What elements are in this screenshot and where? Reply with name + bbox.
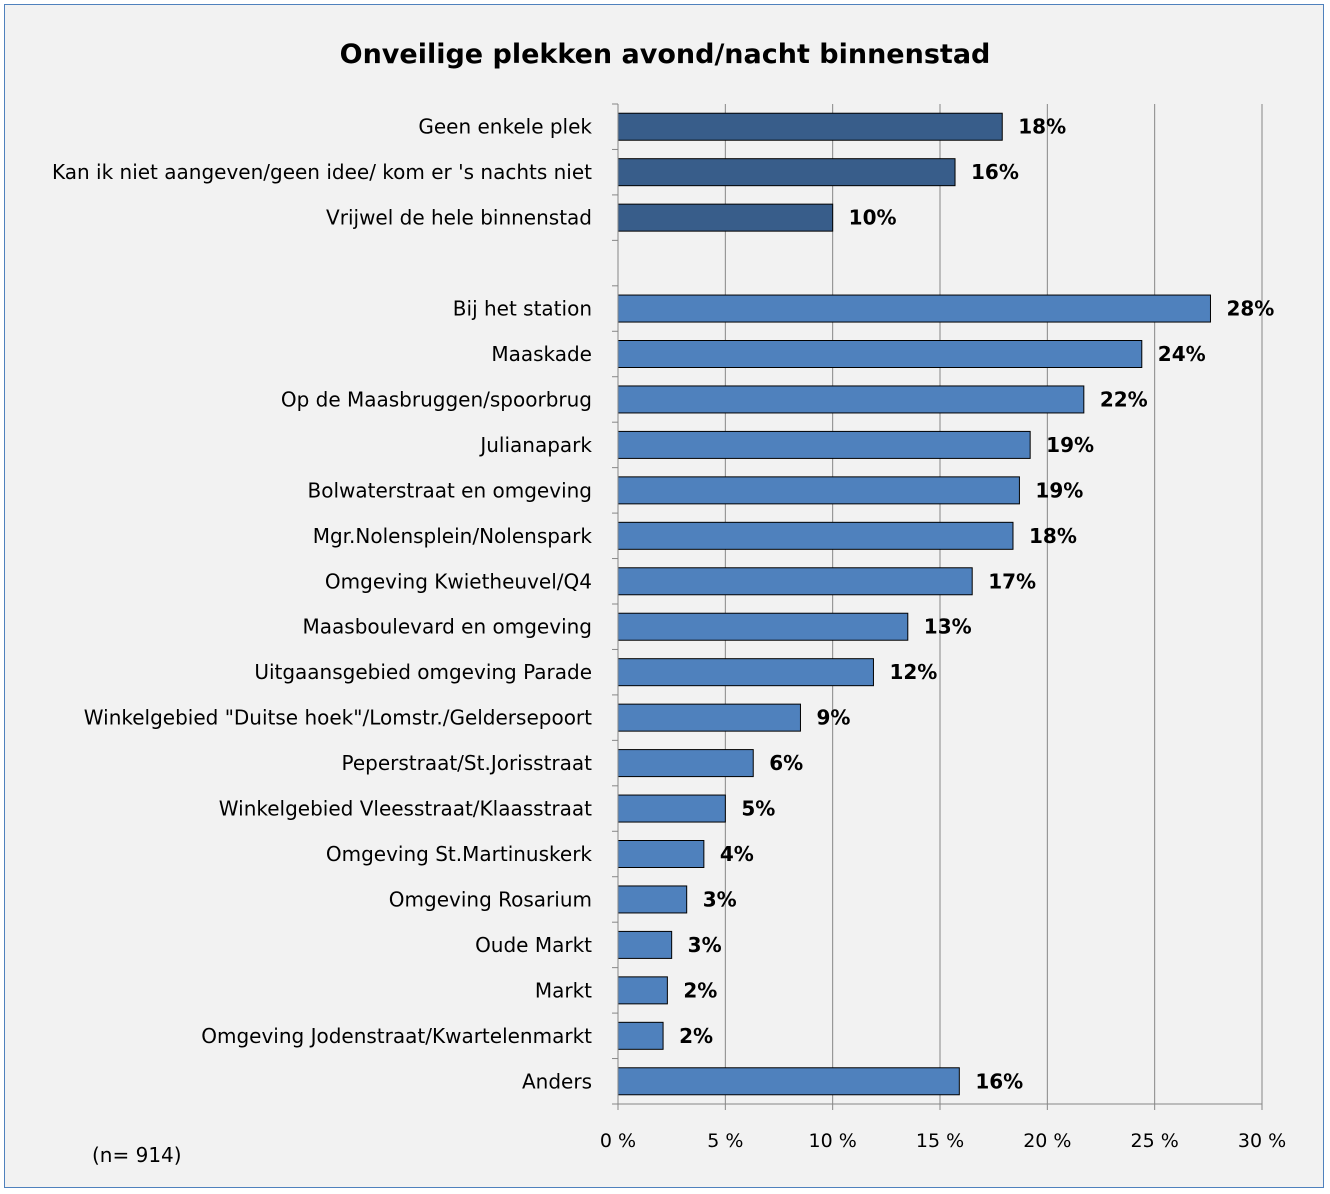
sample-size-note: (n= 914)	[92, 1143, 182, 1167]
x-tick-label: 5 %	[707, 1130, 743, 1152]
bar	[617, 385, 1085, 414]
bar	[617, 430, 1031, 459]
data-label: 3%	[703, 887, 737, 911]
data-label: 6%	[769, 751, 803, 775]
bar	[617, 612, 909, 641]
category-label: Uitgaansgebied omgeving Parade	[254, 660, 592, 684]
chart-title: Onveilige plekken avond/nacht binnenstad	[340, 39, 991, 70]
data-label: 18%	[1029, 524, 1077, 548]
category-label: Maasboulevard en omgeving	[303, 615, 593, 639]
category-label: Vrijwel de hele binnenstad	[326, 206, 592, 230]
category-label: Oude Markt	[475, 933, 592, 957]
bar	[617, 749, 754, 778]
category-label: Winkelgebied Vleesstraat/Klaasstraat	[219, 797, 592, 821]
bar	[617, 703, 801, 732]
bar	[617, 885, 688, 914]
data-label: 9%	[816, 706, 850, 730]
data-label: 3%	[688, 933, 722, 957]
x-tick-label: 0 %	[600, 1130, 636, 1152]
bar	[617, 567, 973, 596]
category-label: Op de Maasbruggen/spoorbrug	[281, 387, 592, 411]
category-label: Peperstraat/St.Jorisstraat	[341, 751, 592, 775]
x-tick-label: 15 %	[916, 1130, 964, 1152]
category-label: Omgeving Rosarium	[389, 887, 592, 911]
data-label: 2%	[683, 978, 717, 1002]
bar	[617, 794, 726, 823]
bar	[617, 658, 874, 687]
data-label: 2%	[679, 1024, 713, 1048]
grid-layer	[724, 104, 1263, 1104]
data-label: 28%	[1226, 297, 1274, 321]
bar	[617, 1067, 960, 1096]
category-label: Geen enkele plek	[418, 115, 592, 139]
bar	[617, 476, 1020, 505]
category-label: Bij het station	[453, 297, 592, 321]
data-label: 5%	[741, 797, 775, 821]
bar	[617, 340, 1143, 368]
x-tick-label: 25 %	[1131, 1130, 1179, 1152]
bar	[617, 930, 673, 959]
category-label: Omgeving Kwietheuvel/Q4	[325, 569, 592, 593]
data-label: 18%	[1018, 115, 1066, 139]
data-label: 16%	[975, 1069, 1023, 1093]
bars-layer: 18%16%10%28%24%22%19%19%18%17%13%12%9%6%…	[617, 112, 1274, 1096]
data-label: 19%	[1035, 478, 1083, 502]
bar	[617, 203, 834, 232]
bar	[617, 112, 1003, 141]
bar	[617, 294, 1211, 323]
x-tick-label: 30 %	[1238, 1130, 1286, 1152]
bar	[617, 1021, 664, 1050]
data-label: 12%	[889, 660, 937, 684]
data-label: 4%	[720, 842, 754, 866]
bar	[617, 976, 668, 1005]
category-label: Mgr.Nolensplein/Nolenspark	[313, 524, 593, 548]
data-label: 10%	[849, 206, 897, 230]
data-label: 19%	[1046, 433, 1094, 457]
category-label: Kan ik niet aangeven/geen idee/ kom er '…	[52, 160, 592, 184]
category-label: Maaskade	[491, 342, 592, 366]
category-label: Winkelgebied "Duitse hoek"/Lomstr./Gelde…	[84, 706, 592, 730]
x-tick-label: 20 %	[1023, 1130, 1071, 1152]
category-label: Omgeving St.Martinuskerk	[326, 842, 593, 866]
bar	[617, 521, 1014, 550]
data-label: 22%	[1100, 387, 1148, 411]
data-label: 24%	[1158, 342, 1206, 366]
category-label: Julianapark	[478, 433, 592, 457]
category-label: Anders	[522, 1069, 592, 1093]
data-label: 13%	[924, 615, 972, 639]
category-label: Bolwaterstraat en omgeving	[307, 478, 592, 502]
axis-layer: 0 % 5 % 10 % 15 % 20 % 25 % 30 % Geen enkele pl…	[52, 103, 1286, 1152]
x-tick-label: 10 %	[809, 1130, 857, 1152]
bar	[617, 158, 956, 187]
data-label: 16%	[971, 160, 1019, 184]
data-label: 17%	[988, 569, 1036, 593]
category-label: Markt	[535, 978, 592, 1002]
category-label: Omgeving Jodenstraat/Kwartelenmarkt	[201, 1024, 592, 1048]
bar	[617, 840, 705, 868]
